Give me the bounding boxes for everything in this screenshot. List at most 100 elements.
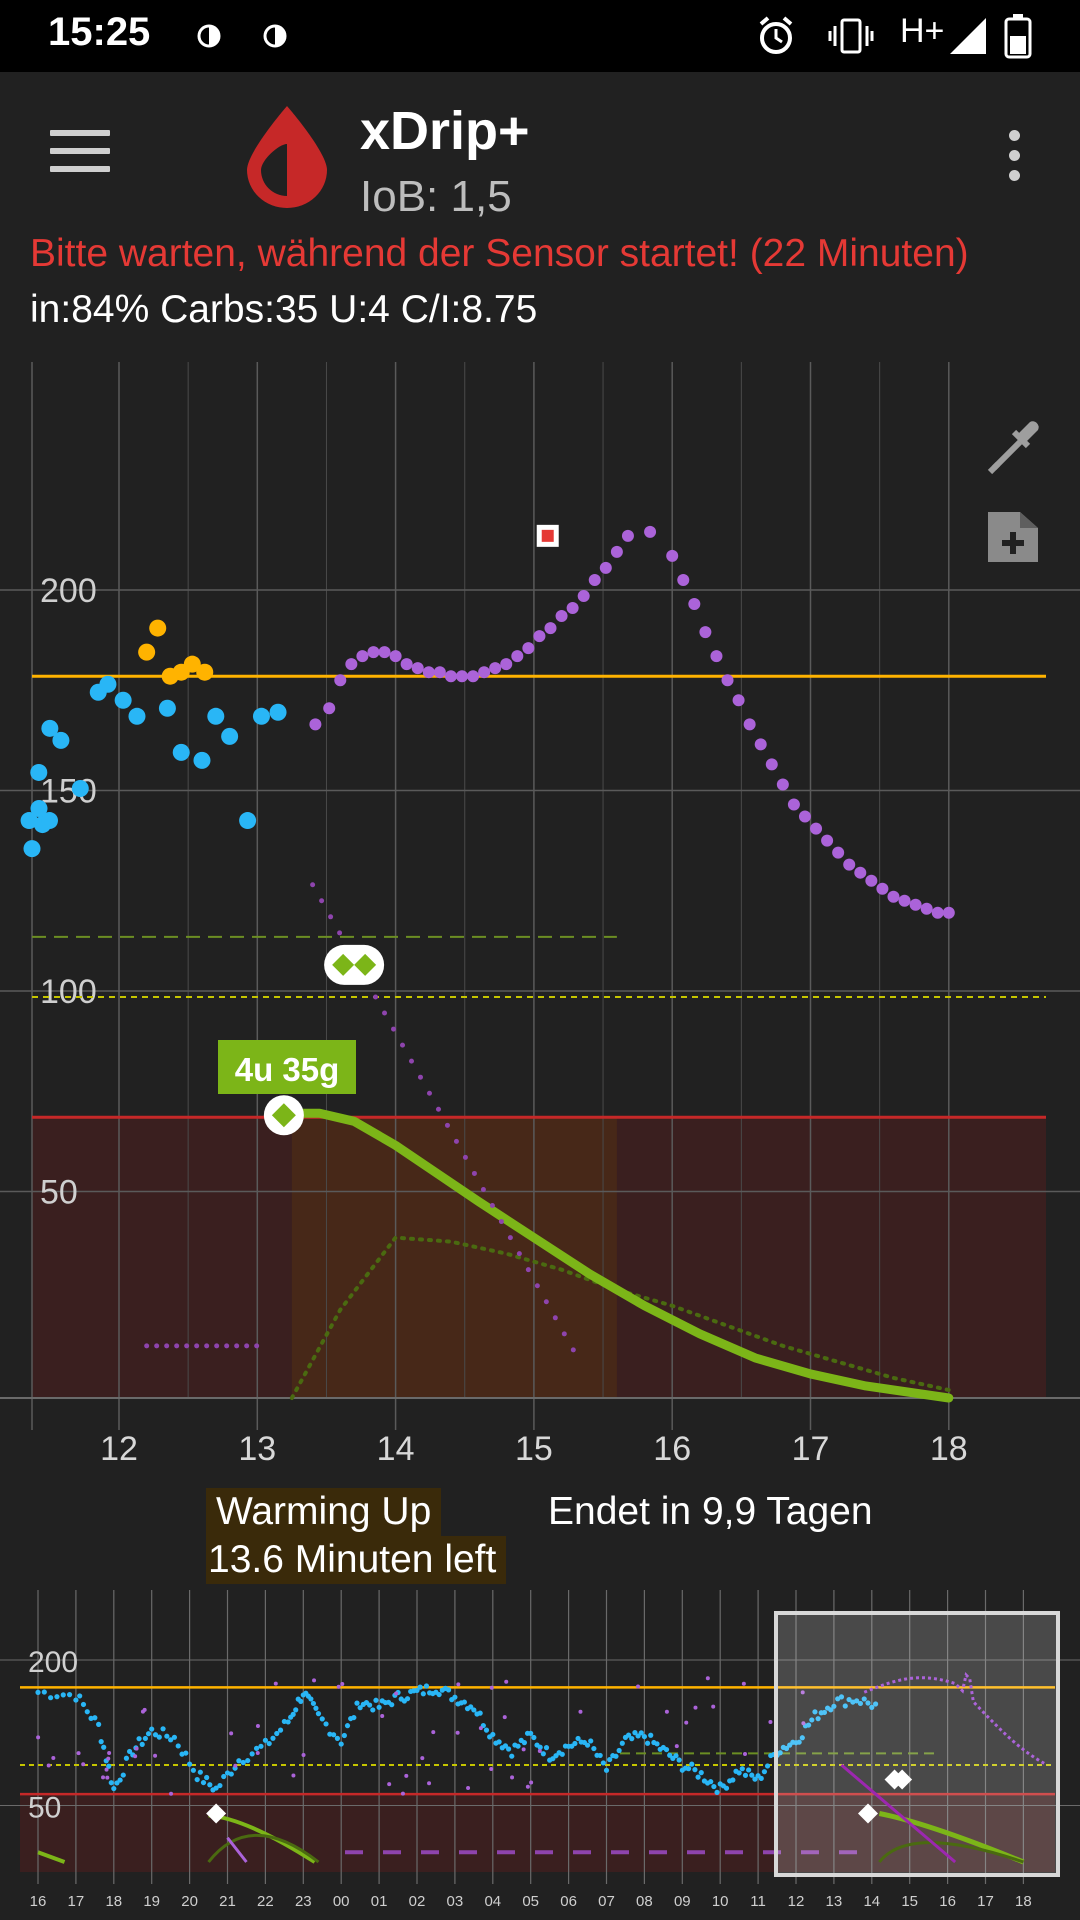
preview-prediction-point [529,1780,534,1785]
prediction-point [309,718,322,731]
preview-bg-point [515,1743,521,1749]
preview-bg-point [168,1737,174,1743]
status-bar: 15:25 H+ [0,0,1080,72]
preview-insulin-curve [878,1811,1025,1865]
preview-bg-point [528,1730,534,1736]
preview-prediction-point [387,1782,392,1787]
preview-bg-point [66,1692,73,1698]
overflow-menu-button[interactable] [1000,130,1028,190]
preview-bg-point [228,1771,234,1777]
preview-x-tick: 21 [219,1893,236,1910]
preview-prediction-point [743,1752,748,1757]
prediction-point [621,529,634,542]
prediction-point [552,1315,558,1321]
preview-bg-point [436,1691,442,1698]
sensor-start-notice: Bitte warten, während der Sensor startet… [30,232,969,275]
preview-bg-point [708,1779,714,1785]
preview-bg-point [692,1767,698,1773]
preview-bg-point [607,1756,613,1763]
prediction-point [323,702,336,715]
preview-bg-point [865,1700,871,1706]
prediction-point [433,666,446,679]
preview-prediction-point [504,1679,509,1684]
prediction-point [378,646,391,659]
bg-point [252,707,270,725]
preview-prediction-point [255,1751,260,1756]
preview-prediction-point [466,1785,471,1790]
preview-bg-point [175,1743,181,1749]
menu-button[interactable] [50,130,110,180]
prediction-point [577,590,590,602]
prediction-point [409,1058,415,1064]
preview-prediction-point [134,1746,139,1751]
network-h-plus-icon: H+ [900,12,945,50]
calibration-marker-core [541,529,554,542]
preview-bg-point [603,1767,610,1773]
preview-bg-point [626,1732,632,1738]
preview-chart[interactable]: 16 17 18 19 20 21 22 23 00 01 02 03 04 05 06 07 08 09 10 11… [0,1588,1080,1920]
bg-point [239,812,257,830]
preview-prediction-point [233,1763,238,1768]
prediction-point [310,882,316,888]
preview-bg-point [77,1693,83,1699]
preview-prediction-point [431,1730,436,1735]
preview-bg-point [171,1734,178,1740]
eyedropper-icon[interactable] [980,410,1050,480]
preview-prediction-point [291,1773,296,1778]
preview-prediction-point [340,1681,345,1686]
preview-bg-point [338,1741,344,1747]
add-note-icon[interactable] [982,508,1042,566]
y-tick-label: 200 [40,572,97,610]
preview-bg-point [80,1701,87,1708]
preview-x-tick: 16 [939,1893,956,1910]
prediction-point [887,890,900,903]
prediction-point [500,658,513,671]
preview-bg-point [521,1740,527,1746]
preview-x-tick: 07 [598,1893,615,1910]
bg-point [269,703,287,721]
bg-point [30,800,48,818]
preview-bg-point [831,1703,837,1709]
preview-bg-point [285,1719,291,1725]
preview-x-tick: 12 [788,1893,805,1910]
prediction-point [534,1283,540,1289]
hamburger-icon [50,130,110,136]
prediction-point [144,1343,150,1349]
preview-x-tick: 18 [105,1893,122,1910]
prediction-point [507,1235,513,1241]
preview-insulin-curve [37,1850,66,1864]
preview-prediction-point [800,1690,805,1695]
preview-prediction-point [140,1709,145,1714]
x-tick-label: 12 [100,1430,138,1468]
preview-prediction-point [312,1678,317,1683]
prediction-point [721,674,734,687]
bg-point [20,812,38,830]
prediction-point [345,658,358,671]
x-tick-label: 13 [238,1430,276,1468]
preview-treatment-marker [892,1769,913,1790]
preview-bg-point [600,1760,606,1766]
preview-bg-point [108,1780,114,1786]
preview-y-tick: 200 [28,1646,78,1679]
preview-prediction-point [489,1685,494,1690]
preview-prediction-point [104,1767,109,1772]
preview-bg-point [838,1694,845,1700]
bg-chart[interactable]: 50 100 150 200 12 13 14 15 16 17 18 4u 35g [0,350,1080,1490]
x-tick-label: 15 [515,1430,553,1468]
preview-bg-point [861,1696,867,1702]
prediction-point [732,694,745,707]
prediction-point [666,549,679,562]
preview-bg-point [619,1740,625,1746]
preview-x-tick: 23 [295,1893,312,1910]
prediction-point [417,1074,423,1080]
prediction-point [865,874,878,887]
preview-bg-point [588,1738,594,1744]
warming-up-label: Warming Up [206,1488,442,1536]
preview-prediction-point [510,1775,515,1780]
preview-bg-point [445,1687,452,1693]
preview-bg-point [258,1743,264,1749]
preview-viewport-window [774,1611,1060,1877]
preview-bg-point [632,1730,638,1736]
prediction-point [204,1343,210,1349]
prediction-point [234,1343,240,1349]
